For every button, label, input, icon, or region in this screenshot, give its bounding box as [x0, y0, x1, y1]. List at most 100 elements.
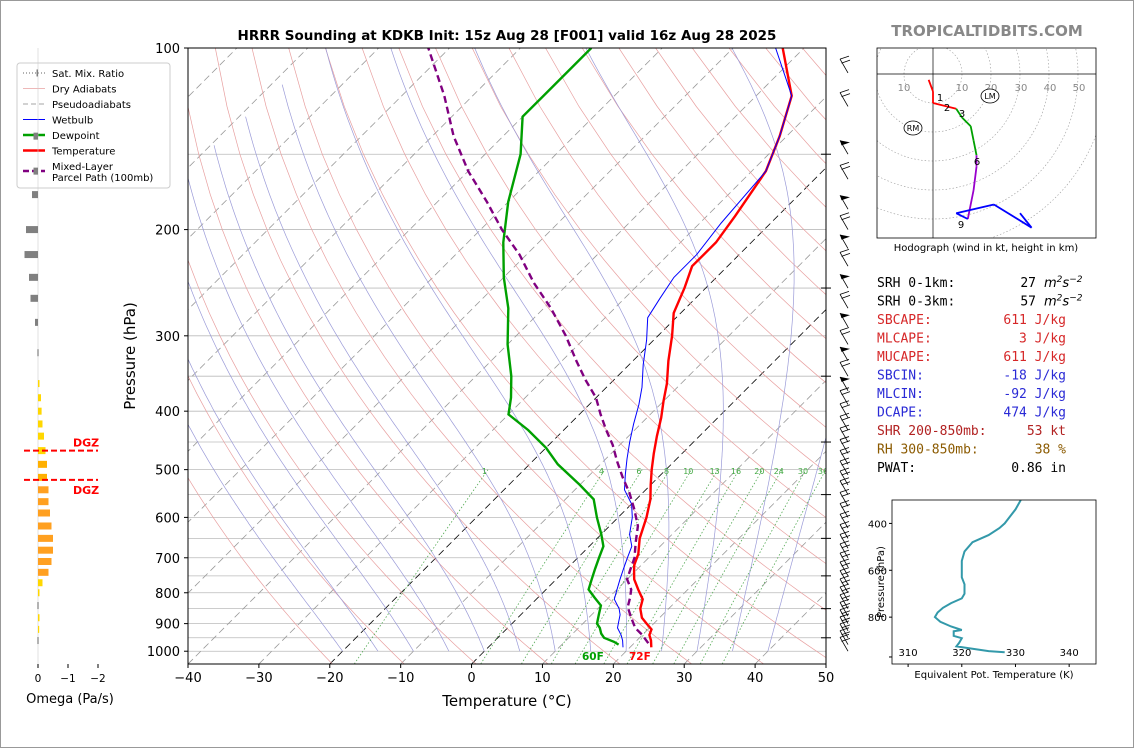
mixing-ratio-label: 13 — [710, 467, 720, 476]
dry-adiabat — [188, 259, 477, 664]
omega-bar — [24, 251, 38, 259]
stat-value: 474 J/kg — [1003, 406, 1066, 421]
hodo-ring-label: 40 — [1044, 83, 1057, 94]
dry-adiabat — [188, 375, 405, 664]
wind-barb-staff — [839, 390, 849, 405]
dry-adiabat — [398, 48, 826, 565]
wind-barb-feather — [839, 599, 850, 603]
stat-unit: m2s−2 — [1044, 294, 1083, 310]
mixing-ratio-line — [673, 469, 783, 664]
wind-barb-feather — [841, 428, 851, 433]
legend: Sat. Mix. Ratio Dry Adiabats Pseudoadiabat… — [16, 62, 171, 189]
wind-barb-staff — [839, 427, 849, 443]
wind-barb-staff — [839, 524, 849, 539]
y-tick-label: 700 — [155, 552, 180, 567]
wind-barb-feather — [841, 93, 851, 97]
x-tick-label: 10 — [534, 671, 551, 686]
thetae-area — [933, 500, 1022, 654]
isotherm-line — [754, 592, 826, 664]
hodo-segment — [1019, 212, 1033, 229]
pseudoadiabat — [188, 423, 343, 652]
series-temperature — [632, 48, 793, 648]
omega-axis-label: Omega (Pa/s) — [26, 692, 114, 707]
wind-barb-staff — [839, 630, 849, 645]
wind-barb-feather — [841, 579, 851, 584]
brand-watermark: TROPICALTIDBITS.COM — [891, 22, 1083, 40]
omega-bar — [32, 191, 38, 199]
wind-barb-feather — [839, 613, 850, 618]
dry-adiabat — [471, 48, 826, 473]
wind-barb-feather — [839, 583, 850, 588]
omega-bar — [38, 625, 40, 633]
wind-barb-feather — [841, 603, 851, 607]
omega-bar — [38, 546, 53, 554]
wind-barb-staff — [839, 403, 849, 418]
wind-barb-feather — [841, 562, 851, 567]
x-tick-label: 50 — [818, 671, 835, 686]
wind-barb-staff — [839, 503, 849, 518]
dgz-label: DGZ — [73, 437, 99, 450]
stat-label: SRH 0-3km: — [877, 295, 955, 310]
y-tick-label: 500 — [155, 464, 180, 479]
wind-barb-pennant — [840, 234, 850, 240]
hodo-height-label: 1 — [937, 93, 943, 104]
wind-barb-staff — [839, 450, 849, 465]
wind-barb-staff — [839, 514, 849, 529]
isotherm-line — [188, 48, 592, 452]
hodo-height-label: 3 — [959, 109, 965, 120]
wind-barb-feather — [841, 617, 851, 622]
omega-bar — [30, 294, 38, 302]
thetae-y-tick-label: 800 — [868, 613, 887, 624]
omega-bar — [38, 420, 43, 428]
wind-barb-feather — [841, 331, 851, 335]
wind-barb-feather — [841, 391, 851, 396]
thetae-frame — [891, 499, 1097, 665]
wind-barb-feather — [839, 412, 850, 417]
surface-dewpoint-label: 60F — [582, 651, 604, 663]
series-mixed-layer-parcel-path-mb- — [427, 48, 650, 644]
stat-value: 57 — [1020, 295, 1036, 310]
wind-barb-feather — [841, 624, 851, 629]
wind-barb-staff — [839, 602, 849, 617]
mixing-ratio-line — [699, 469, 807, 664]
legend-label: Dry Adiabats — [52, 85, 116, 96]
omega-bar — [38, 589, 40, 597]
omega-bar — [38, 473, 47, 481]
dry-adiabat — [361, 48, 826, 611]
x-tick-label: 30 — [676, 671, 693, 686]
y-axis-label: Pressure (hPa) — [121, 302, 139, 410]
dry-adiabat — [251, 48, 693, 664]
theta-e-profile — [933, 500, 1022, 654]
wind-barb-feather — [839, 627, 850, 632]
wind-barb-feather — [841, 59, 851, 64]
wind-barb-staff — [839, 252, 849, 267]
hodo-caption: Hodograph (wind in kt, height in km) — [894, 243, 1079, 254]
hodo-height-label: 2 — [944, 103, 950, 114]
wind-barb-feather — [841, 610, 851, 615]
mixing-ratio-line — [603, 469, 719, 664]
isotherm-line — [471, 308, 826, 664]
omega-bar — [33, 167, 38, 175]
legend-label: Wetbulb — [52, 116, 93, 127]
storm-motion-label: LM — [984, 92, 995, 101]
wind-barb-feather — [841, 525, 851, 529]
pseudoadiabat — [245, 116, 521, 652]
hodo-ring-label: 50 — [1073, 83, 1086, 94]
stat-label: MUCAPE: — [877, 350, 932, 365]
omega-bar — [33, 132, 38, 140]
wind-barb-feather — [841, 637, 851, 642]
wind-barb-staff — [839, 480, 849, 495]
stat-label: RH 300-850mb: — [877, 443, 979, 458]
omega-bar — [38, 498, 49, 506]
dry-adiabat — [581, 48, 826, 340]
hodograph-panel: 10 10 20 30 40 50 123 6 9 RM LM Hodograph (wind in … — [876, 47, 1097, 254]
skewt-plot-area: 1 4 6 8 10 13 16 20 24 30 36 60F 72F — [188, 48, 826, 664]
hodo-segment — [955, 108, 963, 118]
omega-bar — [38, 579, 43, 587]
wind-barb-feather — [839, 467, 850, 472]
thetae-x-axis-label: Equivalent Pot. Temperature (K) — [914, 670, 1073, 681]
legend-label: Pseudoadiabats — [52, 100, 131, 111]
wind-barb-feather — [839, 55, 850, 60]
wind-barb-feather — [839, 489, 850, 493]
